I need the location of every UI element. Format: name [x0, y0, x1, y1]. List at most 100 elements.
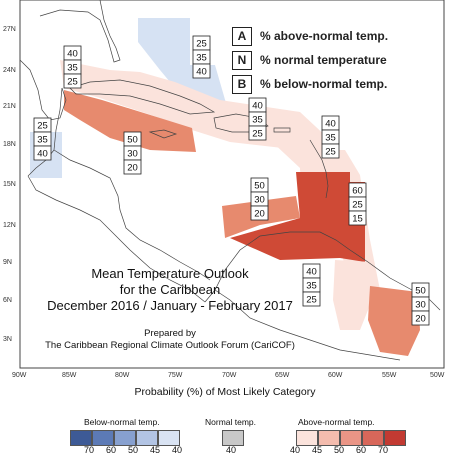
lat-tick-label: 9N: [3, 259, 12, 266]
prob-value-hispaniola-0: 40: [252, 101, 263, 112]
probability-boxes: 25 35 40 40 35 25 25 35 40 50 30 20 40 35 25 40 35 25 50 30…: [33, 35, 430, 326]
region-bahamas: [138, 18, 228, 112]
prob-value-southern-caribbean-1: 25: [352, 200, 363, 211]
lon-tick-label: 60W: [328, 372, 343, 379]
prob-value-lesser-antilles-1: 35: [325, 133, 336, 144]
lon-tick-label: 85W: [62, 372, 77, 379]
prob-value-central-caribbean-0: 50: [254, 181, 265, 192]
prob-value-bahamas-1: 35: [196, 53, 207, 64]
prob-value-suriname-0: 50: [415, 286, 426, 297]
below-number: 45: [150, 445, 161, 455]
lon-tick-label: 80W: [115, 372, 130, 379]
above-swatch: [318, 430, 340, 446]
lat-tick-label: 27N: [3, 26, 16, 33]
prob-value-cuba-north-1: 35: [67, 63, 78, 74]
prob-value-guyana-2: 25: [306, 295, 317, 306]
above-number: 70: [378, 445, 389, 455]
legend-key-normal: N: [232, 50, 252, 70]
region-suriname: [368, 286, 420, 356]
prob-box-hispaniola: 40 35 25: [248, 97, 267, 141]
prob-cell-hispaniola-2: [248, 125, 267, 141]
map-title-line-1: Mean Temperature Outlook: [91, 266, 249, 281]
above-swatch: [340, 430, 362, 446]
below-number: 70: [84, 445, 95, 455]
prob-value-belize-yucatan-1: 35: [37, 135, 48, 146]
prob-cell-belize-yucatan-2: [33, 145, 52, 161]
prob-box-central-caribbean: 50 30 20: [250, 177, 269, 221]
legend-row-normal: N % normal temperature: [232, 50, 387, 70]
prob-value-guyana-0: 40: [306, 267, 317, 278]
legend-row-below: B % below-normal temp.: [232, 74, 387, 94]
prob-cell-guyana-2: [302, 291, 321, 307]
region-guyana: [333, 260, 372, 330]
lon-tick-label: 55W: [382, 372, 397, 379]
central-america-coast: [27, 175, 206, 303]
above-number: 50: [334, 445, 345, 455]
lat-tick-label: 18N: [3, 141, 16, 148]
legend-text-normal: % normal temperature: [260, 53, 387, 67]
lon-tick-label: 50W: [430, 372, 445, 379]
above-swatch: [296, 430, 318, 446]
south-america-coast: [204, 231, 441, 311]
colorbar-title: Probability (%) of Most Likely Category: [134, 386, 316, 398]
legend-key-below: B: [232, 74, 252, 94]
above-number: 60: [356, 445, 367, 455]
prob-cell-central-caribbean-2: [250, 205, 269, 221]
prob-value-belize-yucatan-0: 25: [37, 121, 48, 132]
colorbar-below-label: Below-normal temp.: [84, 417, 160, 427]
legend-text-below: % below-normal temp.: [260, 77, 388, 91]
region-western-caribbean: [64, 90, 196, 152]
below-swatch: [158, 430, 180, 446]
prob-value-cuba-north-2: 25: [67, 77, 78, 88]
below-swatch: [136, 430, 158, 446]
prob-box-suriname: 50 30 20: [411, 282, 430, 326]
prob-value-western-caribbean-1: 30: [127, 149, 138, 160]
south-america-interior: [214, 289, 401, 361]
below-number: 40: [172, 445, 183, 455]
prob-value-belize-yucatan-2: 40: [37, 149, 48, 160]
prob-value-bahamas-2: 40: [196, 67, 207, 78]
prob-value-hispaniola-1: 35: [252, 115, 263, 126]
normal-number: 40: [226, 445, 237, 455]
prob-value-suriname-1: 30: [415, 300, 426, 311]
legend-text-above: % above-normal temp.: [260, 29, 389, 43]
credit-line-1: Prepared by: [144, 328, 196, 339]
legend-key-above: A: [232, 26, 252, 46]
prob-value-lesser-antilles-0: 40: [325, 119, 336, 130]
normal-swatch: [222, 430, 244, 446]
lat-tick-label: 24N: [3, 67, 16, 74]
puerto-rico-coast: [273, 127, 291, 133]
gulf-coast: [19, 59, 67, 121]
region-southern-caribbean: [230, 172, 365, 262]
prob-cell-southern-caribbean-2: [348, 210, 367, 226]
jamaica-coast: [148, 129, 178, 139]
below-swatch: [92, 430, 114, 446]
lat-tick-label: 3N: [3, 336, 12, 343]
legend-row-above: A % above-normal temp.: [232, 26, 388, 46]
prob-cell-bahamas-2: [192, 63, 211, 79]
lat-tick-label: 15N: [3, 181, 16, 188]
prob-cell-cuba-north-2: [63, 73, 82, 89]
prob-box-cuba-north: 40 35 25: [63, 45, 82, 89]
lat-tick-label: 6N: [3, 297, 12, 304]
above-swatch: [384, 430, 406, 446]
prob-value-western-caribbean-2: 20: [127, 163, 138, 174]
lon-tick-label: 70W: [222, 372, 237, 379]
lat-tick-label: 21N: [3, 103, 16, 110]
prob-value-cuba-north-0: 40: [67, 49, 78, 60]
above-swatch: [362, 430, 384, 446]
colorbar-normal-label: Normal temp.: [205, 417, 257, 427]
prob-box-belize-yucatan: 25 35 40: [33, 117, 52, 161]
prob-box-southern-caribbean: 60 25 15: [348, 182, 367, 226]
florida-coast: [39, 0, 121, 63]
prob-value-lesser-antilles-2: 25: [325, 147, 336, 158]
prob-cell-suriname-2: [411, 310, 430, 326]
prob-value-central-caribbean-2: 20: [254, 209, 265, 220]
lesser-antilles-coast: [309, 139, 329, 199]
below-number: 60: [106, 445, 117, 455]
prob-value-southern-caribbean-0: 60: [352, 186, 363, 197]
below-swatch: [70, 430, 92, 446]
prob-box-lesser-antilles: 40 35 25: [321, 115, 340, 159]
below-number: 50: [128, 445, 139, 455]
prob-cell-western-caribbean-2: [123, 159, 142, 175]
